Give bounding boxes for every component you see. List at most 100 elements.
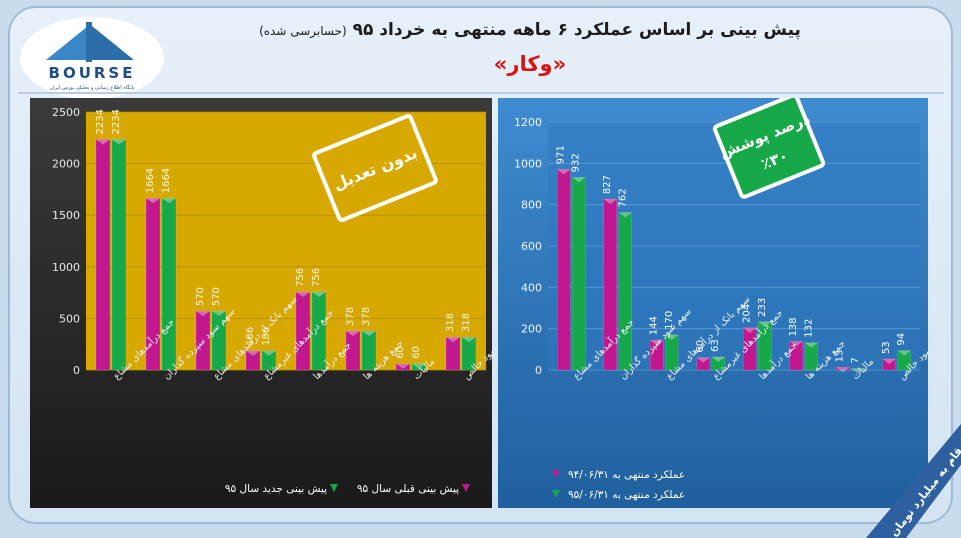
bar [758,321,772,371]
bar-cap [618,212,632,218]
bar-cap [162,198,176,204]
data-label: 186 [261,327,272,346]
legend-label: پیش بینی قبلی سال ۹۵ [357,483,459,495]
data-label: 318 [445,313,456,332]
y-tick-label: 2000 [52,158,80,171]
bar [295,291,311,371]
right-chart: 0 200 400 600 800 1000 1200 971 827 144 60 204 138 13… [498,98,928,508]
logo-subtext: پایگاه اطلاع رسانی و تحلیلی بورس ایران [50,84,135,91]
legend-swatch [330,484,338,492]
bar [711,356,726,371]
bar [851,368,865,371]
bar [742,327,757,371]
header-divider [18,92,944,94]
y-tick-label: 1000 [52,261,80,274]
bar [245,350,261,371]
data-label: 932 [571,153,582,172]
bar-cap [557,169,571,175]
data-label: 762 [617,188,628,207]
bar-cap [196,311,210,317]
bar-cap [836,367,850,373]
bar [261,350,277,371]
bar [649,339,664,371]
y-tick-label: 2500 [52,106,80,119]
bar-cap [396,363,410,369]
bar-cap [897,350,911,356]
unit-note-text: ارقام به میلیارد تومان [887,437,961,538]
data-label: 7 [850,357,861,363]
data-label: 94 [896,333,907,346]
bar [161,198,177,371]
data-label: 378 [345,307,356,326]
data-label: 756 [311,268,322,287]
data-label: 1664 [145,168,156,193]
title-sub: (حسابرسی شده) [259,24,347,38]
badge-box [712,98,826,199]
bar-cap [362,330,376,336]
bar-cap [212,311,226,317]
data-label: 318 [461,313,472,332]
data-label: 132 [803,319,814,338]
bourse-logo: BOURSE پایگاه اطلاع رسانی و تحلیلی بورس … [20,17,164,99]
y-tick-label: 500 [59,312,80,325]
unit-note-badge: ارقام به میلیارد تومان [866,424,961,538]
data-label: 204 [742,304,753,323]
bar [95,139,111,371]
y-tick-label: 1500 [52,209,80,222]
bar-cap [758,321,772,327]
bar-cap [665,334,679,340]
bar-cap [572,177,586,183]
bar [395,363,411,371]
data-label: 2234 [95,109,106,134]
data-label: 53 [881,341,892,354]
data-label: 971 [556,145,567,164]
data-label: 186 [245,327,256,346]
data-label: 144 [649,316,660,335]
legend-label: پیش بینی جدید سال ۹۵ [225,483,327,495]
bar [835,367,850,371]
bar-cap [146,198,160,204]
y-tick-label: 200 [521,323,542,336]
legend-swatch [462,484,470,492]
bar [145,198,161,371]
data-label: 60 [395,346,406,359]
bar-cap [603,199,617,205]
company-name: «وکار» [493,52,567,76]
left-chart: 0 500 1000 1500 2000 2500 2234 1664 570 186 756 378… [30,98,492,508]
bar [411,363,427,371]
bar [111,139,127,371]
data-label: 570 [195,287,206,306]
bar-cap [312,291,326,297]
page-title: پیش بینی بر اساس عملکرد ۶ ماهه منتهی به … [170,20,890,40]
logo-text: BOURSE [49,64,136,82]
bar-cap [346,330,360,336]
legend-label: عملکرد منتهی به ۹۵/۰۶/۳۱ [568,489,685,501]
bar-cap [743,327,757,333]
y-tick-label: 1000 [514,157,542,170]
bar-cap [851,368,865,374]
data-label: 378 [361,307,372,326]
data-label: 827 [602,175,613,194]
y-tick-label: 0 [73,364,80,377]
bar-cap [446,337,460,343]
bar [211,310,227,371]
bar [461,336,477,371]
legend-swatch [552,490,560,498]
bar-cap [296,291,310,297]
bar-cap [882,359,896,365]
y-tick-label: 400 [521,281,542,294]
bar [195,310,211,371]
bar-cap [96,139,110,145]
bar [882,358,897,371]
bar-cap [789,341,803,347]
data-label: 2234 [111,109,122,134]
bar [445,336,461,371]
data-label: 138 [788,317,799,336]
bar-cap [246,350,260,356]
bar [311,291,327,371]
badge-box [312,114,438,222]
bar-cap [112,139,126,145]
y-tick-label: 600 [521,240,542,253]
data-label: 60 [411,346,422,359]
data-label: 570 [211,287,222,306]
